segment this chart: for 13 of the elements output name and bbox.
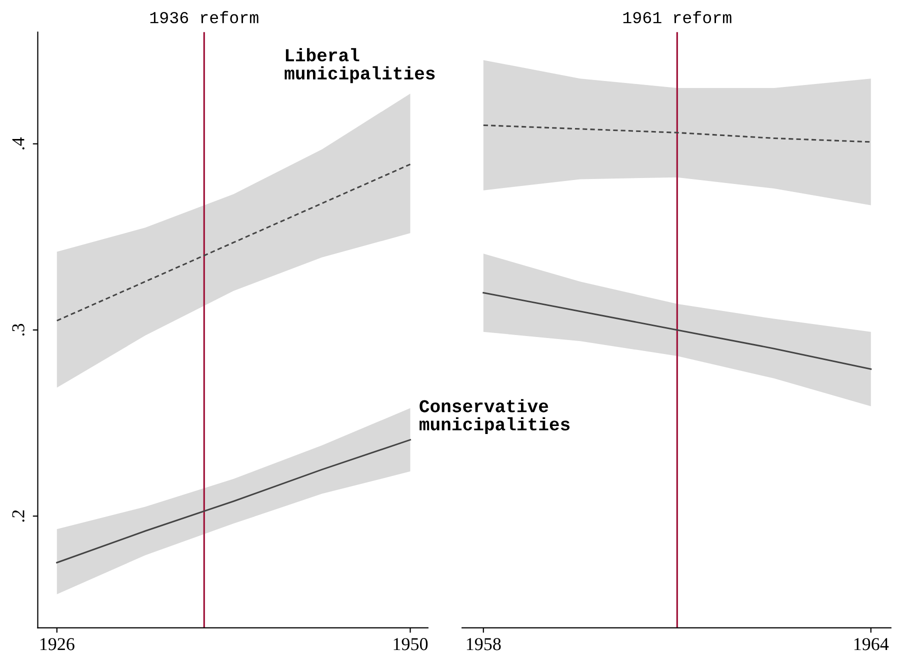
annotation: Liberal municipalities xyxy=(284,48,435,84)
annotation: Conservative municipalities xyxy=(420,399,570,434)
y-tick-label: .3 xyxy=(12,324,24,336)
line-series xyxy=(56,164,412,322)
x-tick-label: 1950 xyxy=(394,638,428,650)
x-tick-label: 1958 xyxy=(466,638,501,650)
y-tick-label: .2 xyxy=(12,510,24,522)
line-series xyxy=(56,439,412,564)
ref-line-label: 1936 reform xyxy=(150,11,258,24)
x-tick-label: 1926 xyxy=(40,638,74,650)
x-tick-label: 1964 xyxy=(854,638,889,650)
y-tick-label: .4 xyxy=(12,137,24,150)
ref-line-label: 1961 reform xyxy=(623,11,732,24)
